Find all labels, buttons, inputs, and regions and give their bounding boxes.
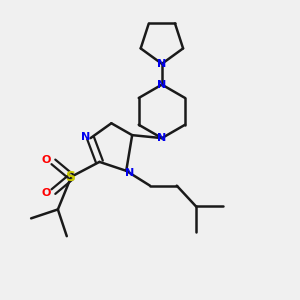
Text: N: N: [157, 133, 167, 143]
Text: O: O: [41, 188, 51, 198]
Text: N: N: [157, 80, 167, 90]
Text: N: N: [157, 59, 167, 69]
Text: S: S: [66, 170, 76, 184]
Text: N: N: [82, 132, 91, 142]
Text: O: O: [41, 155, 51, 165]
Text: N: N: [125, 168, 134, 178]
